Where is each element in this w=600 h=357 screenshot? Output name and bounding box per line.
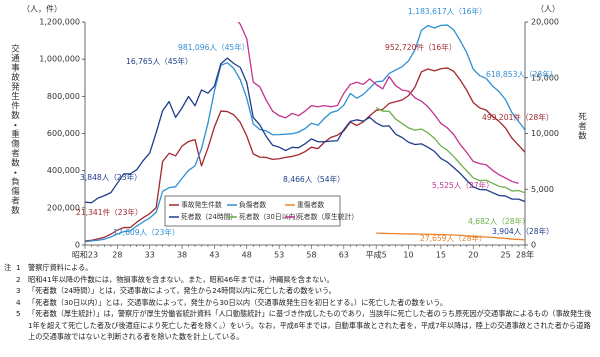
x-tick-label: 33 [145, 251, 155, 260]
note-text: 昭和41年以降の件数には，物損事故を含まない。また，昭和46年までは，沖縄県を含… [28, 274, 334, 284]
y2-tick-label: 10,000 [531, 129, 559, 138]
note: 3 「死者数（24時間）」とは，交通事故によって，発生から24時間以内に死亡した者… [4, 285, 594, 297]
annotation: 499,201件（28年） [482, 112, 553, 122]
note-lab [4, 274, 16, 286]
y-unit: （人，件） [22, 4, 62, 14]
x-tick-label: 48 [242, 251, 252, 260]
note: 注 1 警察庁資料による。 [4, 262, 594, 274]
annotation: 8,466人（54年） [283, 174, 345, 184]
note-num: 1 [16, 263, 21, 272]
series-line [375, 107, 525, 194]
x-tick-label: 43 [209, 251, 219, 260]
y2-tick-label: 0 [531, 241, 536, 250]
note: 4 「死者数（30日以内）」とは，交通事故によって，発生から30日以内（交通事故発… [4, 297, 594, 309]
note-lab [4, 308, 16, 343]
x-tick-label: 20 [468, 251, 478, 260]
y-axis-title: 交通事故発生件数・重傷者数・負傷者数 [10, 44, 20, 215]
legend-label: 重傷者数 [297, 200, 324, 209]
note: 2 昭和41年以降の件数には，物損事故を含まない。また，昭和46年までは，沖縄県を… [4, 274, 594, 286]
legend-label: 死者数（24時間） [181, 212, 237, 221]
y-tick-label: 200,000 [47, 203, 80, 212]
y-tick-label: 400,000 [47, 166, 80, 175]
x-tick-label: 昭和23 [72, 251, 98, 260]
legend-box [164, 195, 341, 227]
series-line [85, 24, 525, 243]
y2-axis-title: 死者数 [577, 112, 587, 141]
annotation: 981,096人（45年） [178, 42, 249, 52]
note-text: 「死者数（30日以内）」とは，交通事故によって，発生から30日以内（交通事故発生… [28, 297, 448, 307]
y-tick-label: 1,000,000 [39, 55, 80, 64]
x-tick-label: 15 [436, 251, 446, 260]
legend-label: 事故発生件数 [181, 200, 222, 209]
y-tick-label: 800,000 [47, 92, 80, 101]
note-lab [4, 285, 16, 297]
y2-tick-label: 15,000 [531, 73, 559, 82]
note-text: 「死者数（24時間）」とは，交通事故によって，発生から24時間以内に死亡した者の… [28, 286, 336, 295]
note-num: 3 [16, 286, 21, 295]
annotation: 4,682人（28年） [468, 216, 530, 226]
note-num: 4 [16, 297, 21, 307]
x-tick-label: 25 [500, 251, 510, 260]
annotation: 27,659人（28年） [420, 233, 487, 243]
y-tick-label: 0 [75, 241, 80, 250]
annotation: 3,848人（23年） [80, 172, 142, 182]
annotation: 952,720件（16年） [385, 42, 456, 52]
annotation: 618,853人（28年） [486, 69, 557, 79]
x-tick-label: 平成5 [366, 250, 387, 260]
note: 5 「死者数（厚生統計）」は，警察庁が厚生労働省統計資料「人口動態統計」に基づき作… [4, 308, 594, 343]
note-text: 警察庁資料による。 [28, 263, 93, 272]
x-tick-label: 10 [403, 251, 413, 260]
x-tick-label: 53 [274, 251, 284, 260]
x-tick-label: 38 [177, 251, 187, 260]
y2-tick-label: 20,000 [531, 18, 559, 27]
series-line [376, 232, 525, 241]
y-tick-label: 600,000 [47, 129, 80, 138]
note-num: 5 [16, 309, 21, 318]
y2-unit: （人） [536, 5, 560, 14]
y2-tick-label: 5,000 [531, 185, 554, 194]
y-tick-label: 1,200,000 [39, 18, 80, 27]
annotation: 5,525人（27年） [432, 180, 494, 190]
x-tick-label: 28 [112, 251, 122, 260]
note-num: 2 [16, 274, 21, 284]
annotation: 21,341件（23年） [76, 207, 143, 217]
annotation: 1,183,617人（16年） [408, 6, 487, 16]
note-lab: 注 [4, 263, 12, 272]
legend-label: 負傷者数 [239, 200, 266, 209]
note-text: 「死者数（厚生統計）」は，警察庁が厚生労働省統計資料「人口動態統計」に基づき作成… [28, 309, 592, 341]
series-line [85, 57, 525, 204]
chart: （人，件） （人） 交通事故発生件数・重傷者数・負傷者数 死者数 0 200,00… [10, 4, 587, 260]
x-tick-label: 63 [339, 251, 349, 260]
legend-label: 死者数（厚生統計） [297, 212, 358, 221]
legend-label: 死者数（30日以内） [239, 212, 302, 221]
note-lab [4, 297, 16, 309]
x-tick-label: 28年 [516, 250, 534, 260]
annotation: 16,765人（45年） [126, 56, 193, 66]
series-line [237, 22, 519, 185]
notes: 注 1 警察庁資料による。 2 昭和41年以降の件数には，物損事故を含まない。また，昭和… [4, 262, 594, 343]
x-tick-label: 58 [306, 251, 316, 260]
annotation: 3,904人（28年） [492, 226, 554, 236]
plot-lines [85, 22, 525, 243]
annotation: 17,609人（23年） [113, 227, 180, 237]
series-line [85, 67, 525, 242]
